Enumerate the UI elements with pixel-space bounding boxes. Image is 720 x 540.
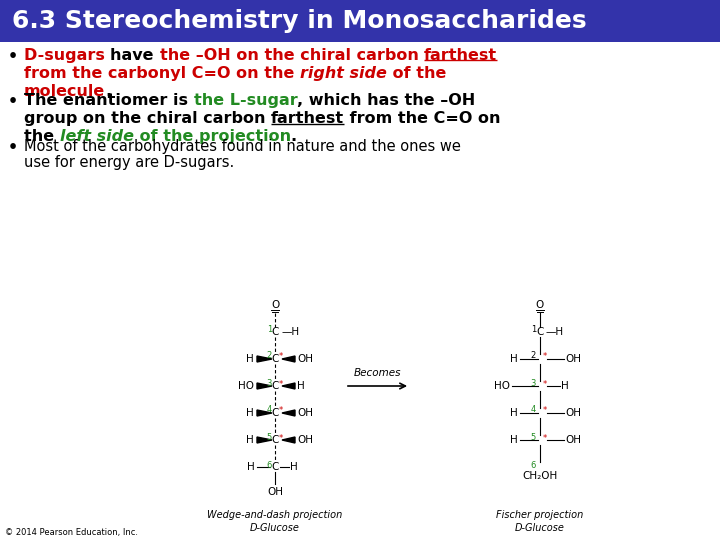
Polygon shape (282, 410, 295, 416)
Text: of the projection: of the projection (134, 129, 291, 144)
Text: 6: 6 (531, 461, 536, 469)
Text: the: the (24, 129, 60, 144)
Text: 3: 3 (531, 379, 536, 388)
Text: farthest: farthest (424, 48, 498, 63)
Text: H: H (510, 354, 518, 364)
Text: O: O (271, 300, 279, 310)
Text: 1: 1 (266, 325, 272, 334)
Text: the –OH on the chiral carbon: the –OH on the chiral carbon (160, 48, 424, 63)
Text: .: . (291, 129, 297, 144)
Text: , which has the –OH: , which has the –OH (297, 93, 476, 109)
Text: H: H (297, 381, 305, 391)
Text: •: • (8, 140, 18, 155)
Text: 5: 5 (266, 433, 272, 442)
Text: *: * (279, 434, 283, 442)
Polygon shape (282, 356, 295, 362)
Text: Fischer projection
D-Glucose: Fischer projection D-Glucose (496, 510, 584, 533)
Text: D-sugars: D-sugars (24, 48, 110, 63)
Text: right side: right side (300, 66, 387, 81)
Text: 2: 2 (266, 352, 272, 361)
Text: OH: OH (297, 408, 313, 418)
Text: .: . (105, 84, 112, 99)
Text: H: H (290, 462, 298, 472)
Text: 2: 2 (531, 352, 536, 361)
Text: —H: —H (282, 327, 300, 337)
Text: C: C (271, 381, 279, 391)
Polygon shape (257, 356, 272, 362)
Text: *: * (279, 407, 283, 415)
Text: H: H (246, 354, 254, 364)
Text: OH: OH (565, 435, 581, 445)
Text: 3: 3 (266, 379, 272, 388)
Text: *: * (543, 407, 547, 415)
Text: 1: 1 (531, 325, 536, 334)
Text: •: • (8, 49, 18, 64)
Text: CH₂OH: CH₂OH (523, 471, 557, 481)
Text: of the: of the (387, 66, 446, 81)
Text: have: have (110, 48, 160, 63)
Text: OH: OH (297, 435, 313, 445)
Polygon shape (257, 437, 272, 443)
Text: H: H (561, 381, 569, 391)
Text: *: * (543, 353, 547, 361)
Text: from the carbonyl C=O on the: from the carbonyl C=O on the (24, 66, 300, 81)
Text: H: H (246, 408, 254, 418)
Text: *: * (279, 353, 283, 361)
Text: HO: HO (494, 381, 510, 391)
Text: OH: OH (565, 354, 581, 364)
Text: O: O (536, 300, 544, 310)
Text: H: H (246, 435, 254, 445)
Text: C: C (536, 327, 544, 337)
Polygon shape (282, 383, 295, 389)
Text: *: * (279, 380, 283, 388)
Text: Most of the carbohydrates found in nature and the ones we: Most of the carbohydrates found in natur… (24, 139, 461, 154)
Text: 6: 6 (266, 461, 272, 469)
Text: HO: HO (238, 381, 254, 391)
Text: 6.3 Stereochemistry in Monosaccharides: 6.3 Stereochemistry in Monosaccharides (12, 9, 587, 33)
Text: C: C (271, 354, 279, 364)
Text: use for energy are D-sugars.: use for energy are D-sugars. (24, 155, 234, 170)
Text: H: H (510, 435, 518, 445)
Text: Becomes: Becomes (354, 368, 401, 378)
Polygon shape (257, 410, 272, 416)
Text: C: C (271, 408, 279, 418)
Text: OH: OH (297, 354, 313, 364)
Text: *: * (543, 380, 547, 388)
Text: H: H (247, 462, 255, 472)
Text: the L-sugar: the L-sugar (194, 93, 297, 109)
Text: 4: 4 (266, 406, 272, 415)
Polygon shape (282, 437, 295, 443)
FancyBboxPatch shape (0, 0, 720, 42)
Text: C: C (271, 435, 279, 445)
Text: The enantiomer is: The enantiomer is (24, 93, 194, 109)
Text: from the C=O on: from the C=O on (344, 111, 500, 126)
Text: molecule: molecule (24, 84, 105, 99)
Text: 5: 5 (531, 433, 536, 442)
Polygon shape (257, 383, 272, 389)
Text: farthest: farthest (271, 111, 344, 126)
Text: OH: OH (565, 408, 581, 418)
Text: group on the chiral carbon: group on the chiral carbon (24, 111, 271, 126)
Text: Wedge-and-dash projection
D-Glucose: Wedge-and-dash projection D-Glucose (207, 510, 343, 533)
Text: H: H (510, 408, 518, 418)
Text: *: * (543, 434, 547, 442)
Text: 4: 4 (531, 406, 536, 415)
Text: —H: —H (546, 327, 564, 337)
Text: OH: OH (267, 487, 283, 497)
Text: C: C (271, 462, 279, 472)
Text: © 2014 Pearson Education, Inc.: © 2014 Pearson Education, Inc. (5, 528, 138, 537)
Text: •: • (8, 94, 18, 110)
Text: C: C (271, 327, 279, 337)
Text: left side: left side (60, 129, 134, 144)
